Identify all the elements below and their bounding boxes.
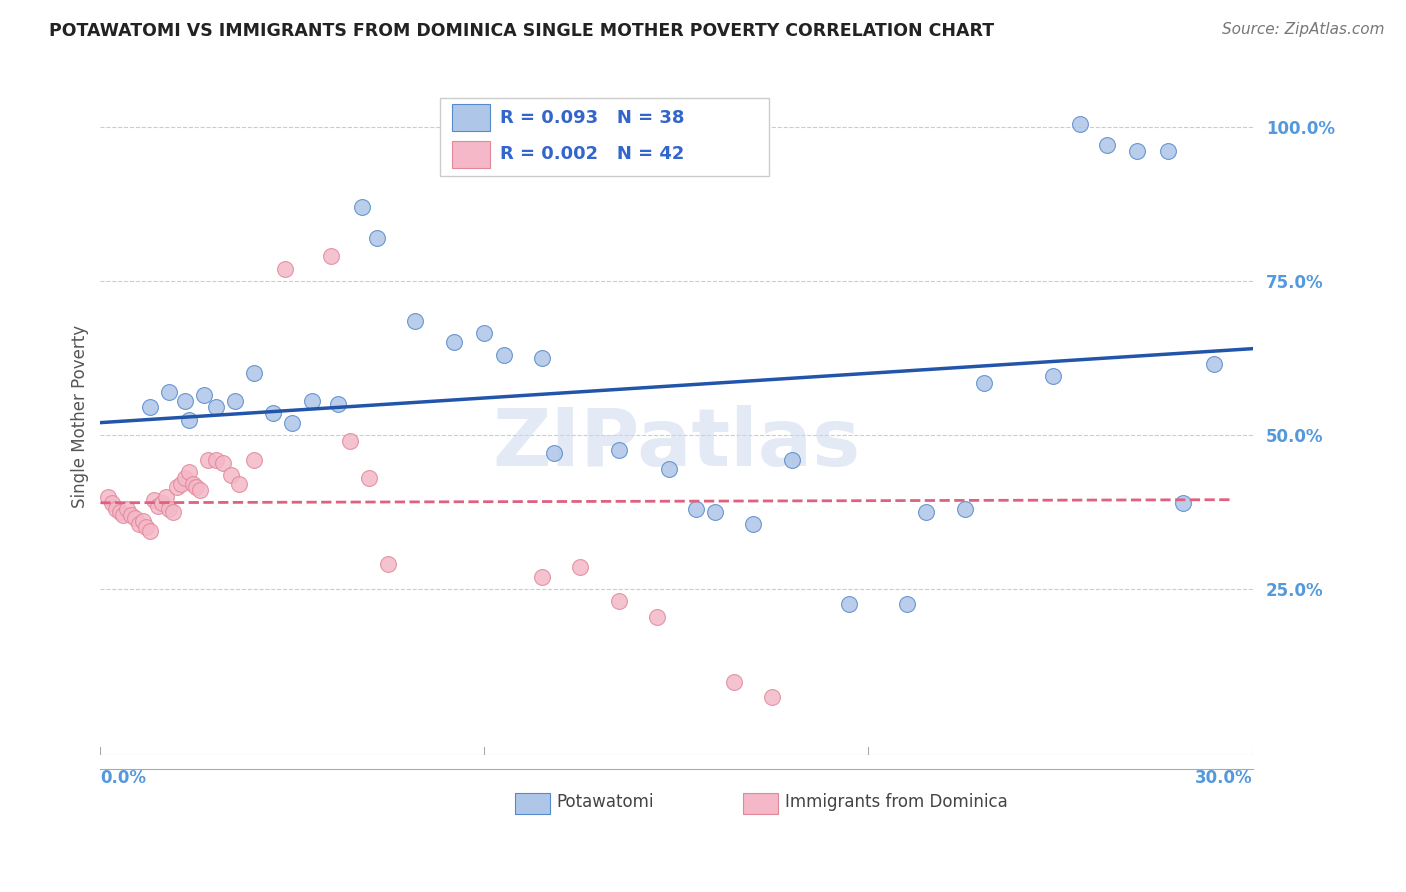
Text: Source: ZipAtlas.com: Source: ZipAtlas.com <box>1222 22 1385 37</box>
Point <box>443 335 465 350</box>
Point <box>319 249 342 263</box>
Point <box>155 490 177 504</box>
Bar <box>515 794 550 814</box>
Point <box>1204 357 1226 371</box>
Point <box>350 200 373 214</box>
Point <box>531 351 554 365</box>
Point <box>115 502 138 516</box>
Text: ZIPatlas: ZIPatlas <box>492 405 860 483</box>
Point <box>281 416 304 430</box>
Point <box>953 502 976 516</box>
Point <box>377 558 399 572</box>
Point <box>108 505 131 519</box>
Point <box>973 376 995 390</box>
Point <box>1069 117 1091 131</box>
Point <box>404 314 426 328</box>
Point <box>120 508 142 522</box>
Point <box>301 394 323 409</box>
Point <box>173 471 195 485</box>
Point <box>645 609 668 624</box>
Point <box>139 524 162 538</box>
Point <box>1042 369 1064 384</box>
Bar <box>744 794 778 814</box>
Point <box>359 471 381 485</box>
Point <box>212 456 235 470</box>
Point <box>159 384 181 399</box>
Point <box>366 230 388 244</box>
Point <box>723 674 745 689</box>
Point <box>492 348 515 362</box>
Text: R = 0.002   N = 42: R = 0.002 N = 42 <box>501 145 685 162</box>
Point <box>128 517 150 532</box>
Point <box>262 406 284 420</box>
Point <box>162 505 184 519</box>
Point <box>339 434 361 449</box>
Point <box>703 505 725 519</box>
Point <box>531 570 554 584</box>
Point <box>685 502 707 516</box>
Point <box>204 401 226 415</box>
Bar <box>451 104 489 131</box>
Point <box>112 508 135 522</box>
Point <box>101 496 124 510</box>
Point <box>607 443 630 458</box>
Point <box>177 412 200 426</box>
Point <box>1126 145 1149 159</box>
Point <box>243 367 266 381</box>
Point <box>896 598 918 612</box>
Point <box>328 397 350 411</box>
Point <box>193 388 215 402</box>
Point <box>543 446 565 460</box>
Point <box>219 468 242 483</box>
Point <box>186 480 208 494</box>
Point <box>159 502 181 516</box>
Text: POTAWATOMI VS IMMIGRANTS FROM DOMINICA SINGLE MOTHER POVERTY CORRELATION CHART: POTAWATOMI VS IMMIGRANTS FROM DOMINICA S… <box>49 22 994 40</box>
Point <box>124 511 146 525</box>
Point <box>838 598 860 612</box>
Point <box>197 452 219 467</box>
Text: Potawatomi: Potawatomi <box>557 793 654 811</box>
Bar <box>451 141 489 168</box>
Point <box>915 505 938 519</box>
Point <box>135 520 157 534</box>
Point <box>97 490 120 504</box>
Point <box>243 452 266 467</box>
Point <box>228 477 250 491</box>
Point <box>204 452 226 467</box>
Point <box>177 465 200 479</box>
Point <box>474 326 496 341</box>
Y-axis label: Single Mother Poverty: Single Mother Poverty <box>72 325 89 508</box>
Point <box>104 502 127 516</box>
Point <box>166 480 188 494</box>
Point <box>150 496 173 510</box>
Point <box>658 462 681 476</box>
Point <box>780 452 803 467</box>
Point <box>139 401 162 415</box>
Point <box>761 690 783 704</box>
Point <box>1173 496 1195 510</box>
Text: Immigrants from Dominica: Immigrants from Dominica <box>785 793 1008 811</box>
Text: 30.0%: 30.0% <box>1195 769 1253 787</box>
Text: 0.0%: 0.0% <box>100 769 146 787</box>
Point <box>1095 138 1118 153</box>
Point <box>131 514 153 528</box>
Point <box>607 594 630 608</box>
Point <box>181 477 204 491</box>
Point <box>146 499 169 513</box>
Text: R = 0.093   N = 38: R = 0.093 N = 38 <box>501 109 685 127</box>
Point <box>1157 145 1180 159</box>
Point <box>173 394 195 409</box>
FancyBboxPatch shape <box>440 98 769 176</box>
Point <box>224 394 246 409</box>
Point <box>742 517 765 532</box>
Point <box>170 477 193 491</box>
Point <box>143 492 166 507</box>
Point <box>188 483 211 498</box>
Point <box>569 560 592 574</box>
Point <box>273 261 295 276</box>
